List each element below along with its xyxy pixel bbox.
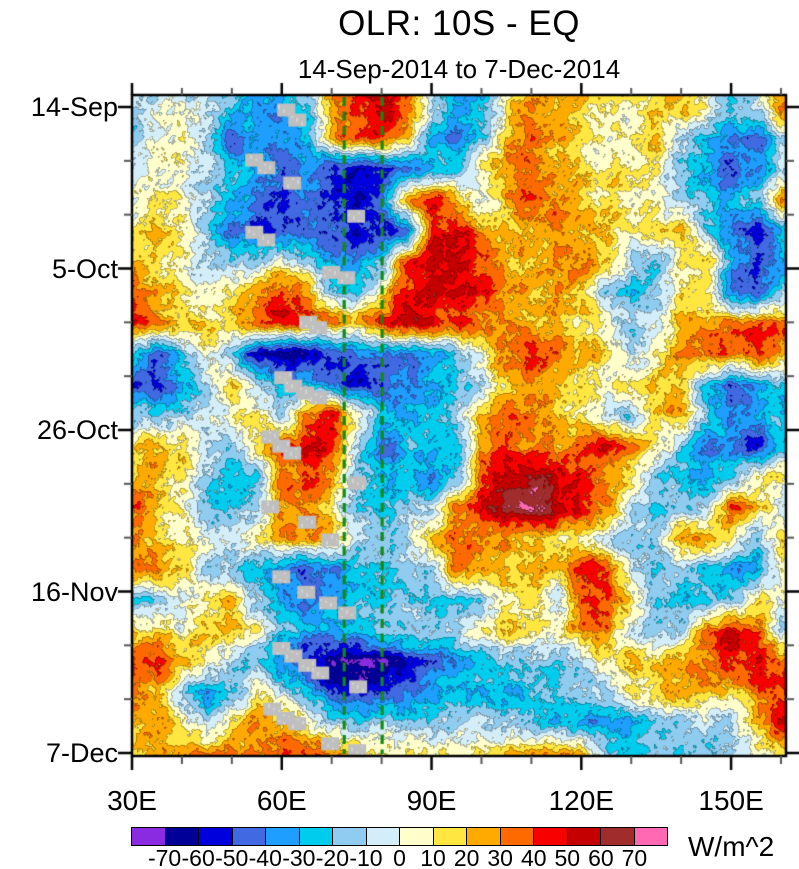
colorbar-tick-label: 30: [487, 845, 513, 869]
colorbar-tick-label: -20: [315, 845, 349, 869]
colorbar-tick-label: -60: [181, 845, 215, 869]
y-axis-tick-label: 14-Sep: [30, 92, 118, 122]
colorbar-tick-label: 40: [520, 845, 547, 869]
colorbar-tick-label: 0: [393, 845, 406, 869]
colorbar-tick-label: -40: [248, 845, 282, 869]
x-axis-tick-label: 90E: [406, 785, 457, 816]
x-axis-tick-label: 150E: [698, 785, 764, 816]
y-axis-tick-label: 5-Oct: [51, 253, 118, 284]
colorbar-cell: [567, 828, 601, 845]
colorbar-cell: [266, 828, 300, 845]
colorbar-cell: [333, 828, 367, 845]
colorbar-cell: [400, 828, 434, 845]
colorbar-tick-label: -30: [282, 845, 316, 869]
chart-subtitle: 14-Sep-2014 to 7-Dec-2014: [297, 54, 621, 84]
x-axis-tick-label: 120E: [548, 785, 615, 816]
colorbar-tick-label: 10: [420, 845, 446, 869]
colorbar-cell: [232, 828, 266, 845]
colorbar-tick-label: 60: [588, 845, 614, 869]
colorbar: [131, 827, 668, 846]
x-axis-tick-label: 30E: [107, 785, 157, 816]
colorbar-tick-label: 20: [453, 845, 480, 869]
colorbar-cell: [165, 828, 199, 845]
colorbar-cell: [500, 828, 534, 845]
colorbar-cell: [601, 828, 635, 845]
colorbar-cell: [634, 828, 667, 845]
colorbar-cell: [433, 828, 467, 845]
colorbar-cell: [534, 828, 568, 845]
colorbar-cell: [366, 828, 400, 845]
y-axis-tick-label: 7-Dec: [45, 738, 118, 768]
y-axis-tick-label: 16-Nov: [30, 576, 118, 607]
chart-title: OLR: 10S - EQ: [338, 4, 580, 43]
colorbar-units-label: W/m^2: [688, 831, 775, 862]
colorbar-tick-label: -50: [215, 845, 249, 869]
colorbar-cell: [467, 828, 501, 845]
colorbar-cell: [132, 828, 166, 845]
x-axis-tick-label: 60E: [256, 785, 307, 816]
y-axis-tick-label: 26-Oct: [36, 415, 118, 445]
colorbar-cell: [199, 828, 233, 845]
colorbar-tick-label: 50: [554, 845, 581, 869]
colorbar-tick-label: -70: [147, 845, 182, 869]
colorbar-cell: [299, 828, 333, 845]
colorbar-tick-label: 70: [621, 845, 648, 869]
colorbar-tick-label: -10: [349, 845, 383, 869]
